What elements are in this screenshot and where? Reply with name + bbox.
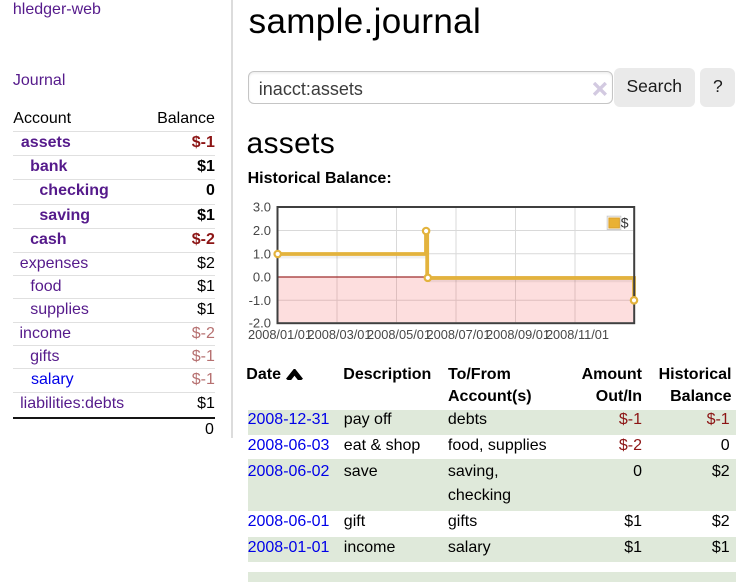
svg-text:-2.0: -2.0	[249, 316, 271, 331]
svg-text:2008/05/01: 2008/05/01	[367, 327, 431, 342]
svg-text:2008/03/01: 2008/03/01	[307, 327, 371, 342]
svg-text:1.0: 1.0	[253, 246, 271, 261]
svg-text:2008/09/01: 2008/09/01	[486, 327, 550, 342]
svg-text:-1.0: -1.0	[249, 293, 271, 308]
svg-text:2.0: 2.0	[253, 223, 271, 238]
svg-text:2008/11/01: 2008/11/01	[546, 327, 609, 342]
svg-text:2008/07/01: 2008/07/01	[426, 327, 490, 342]
svg-text:2008/01/01: 2008/01/01	[248, 327, 312, 342]
svg-text:3.0: 3.0	[253, 200, 271, 215]
svg-text:0.0: 0.0	[253, 270, 271, 285]
svg-text:$: $	[621, 214, 629, 230]
